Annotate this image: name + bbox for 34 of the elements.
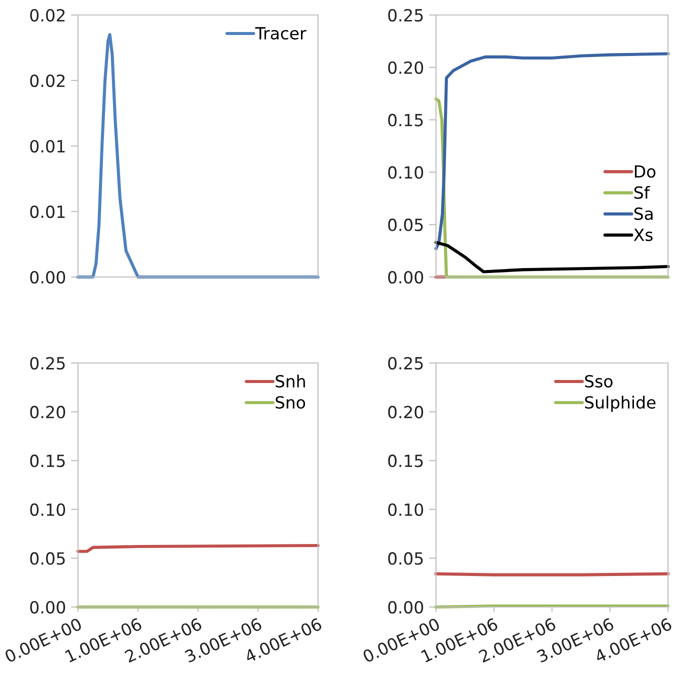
y-tick-label: 0.10 — [388, 503, 424, 516]
y-tick-label: 0.10 — [30, 503, 66, 516]
y-tick-label: 0.25 — [30, 356, 65, 370]
y-tick-label: 0.05 — [388, 552, 423, 565]
legend-label: Tracer — [255, 27, 306, 40]
y-tick-label: 0.01 — [30, 140, 65, 153]
line-series — [434, 240, 670, 274]
y-tick-label: 0.15 — [388, 114, 423, 126]
legend-label: Do — [634, 165, 656, 178]
legend-label: Xs — [634, 228, 653, 242]
y-tick-label: 0.05 — [30, 552, 65, 565]
y-tick-label: 0.05 — [388, 218, 423, 232]
line-series — [434, 52, 670, 250]
legend-label: Sno — [276, 396, 306, 409]
y-tick-label: 0.02 — [30, 74, 65, 88]
y-tick-label: 0.00 — [30, 270, 66, 284]
legend-label: Snh — [276, 374, 305, 388]
y-tick-label: 0.00 — [388, 270, 424, 284]
legend-label: Sso — [585, 374, 612, 388]
y-tick-label: 0.15 — [30, 454, 65, 468]
legend-label: Sf — [634, 186, 650, 199]
y-tick-label: 0.01 — [30, 205, 65, 218]
legend-label: Sulphide — [585, 396, 656, 412]
y-tick-label: 0.20 — [388, 61, 424, 74]
y-tick-label: 0.25 — [388, 8, 423, 22]
y-tick-label: 0.10 — [388, 166, 424, 179]
y-tick-label: 0.25 — [388, 356, 423, 370]
legend-label: Sa — [634, 207, 653, 220]
y-tick-label: 0.20 — [30, 406, 66, 418]
y-tick-label: 0.00 — [30, 600, 66, 614]
y-tick-label: 0.20 — [388, 406, 424, 418]
y-tick-label: 0.00 — [388, 600, 424, 614]
y-tick-label: 0.15 — [388, 454, 423, 468]
y-tick-label: 0.02 — [30, 8, 65, 22]
